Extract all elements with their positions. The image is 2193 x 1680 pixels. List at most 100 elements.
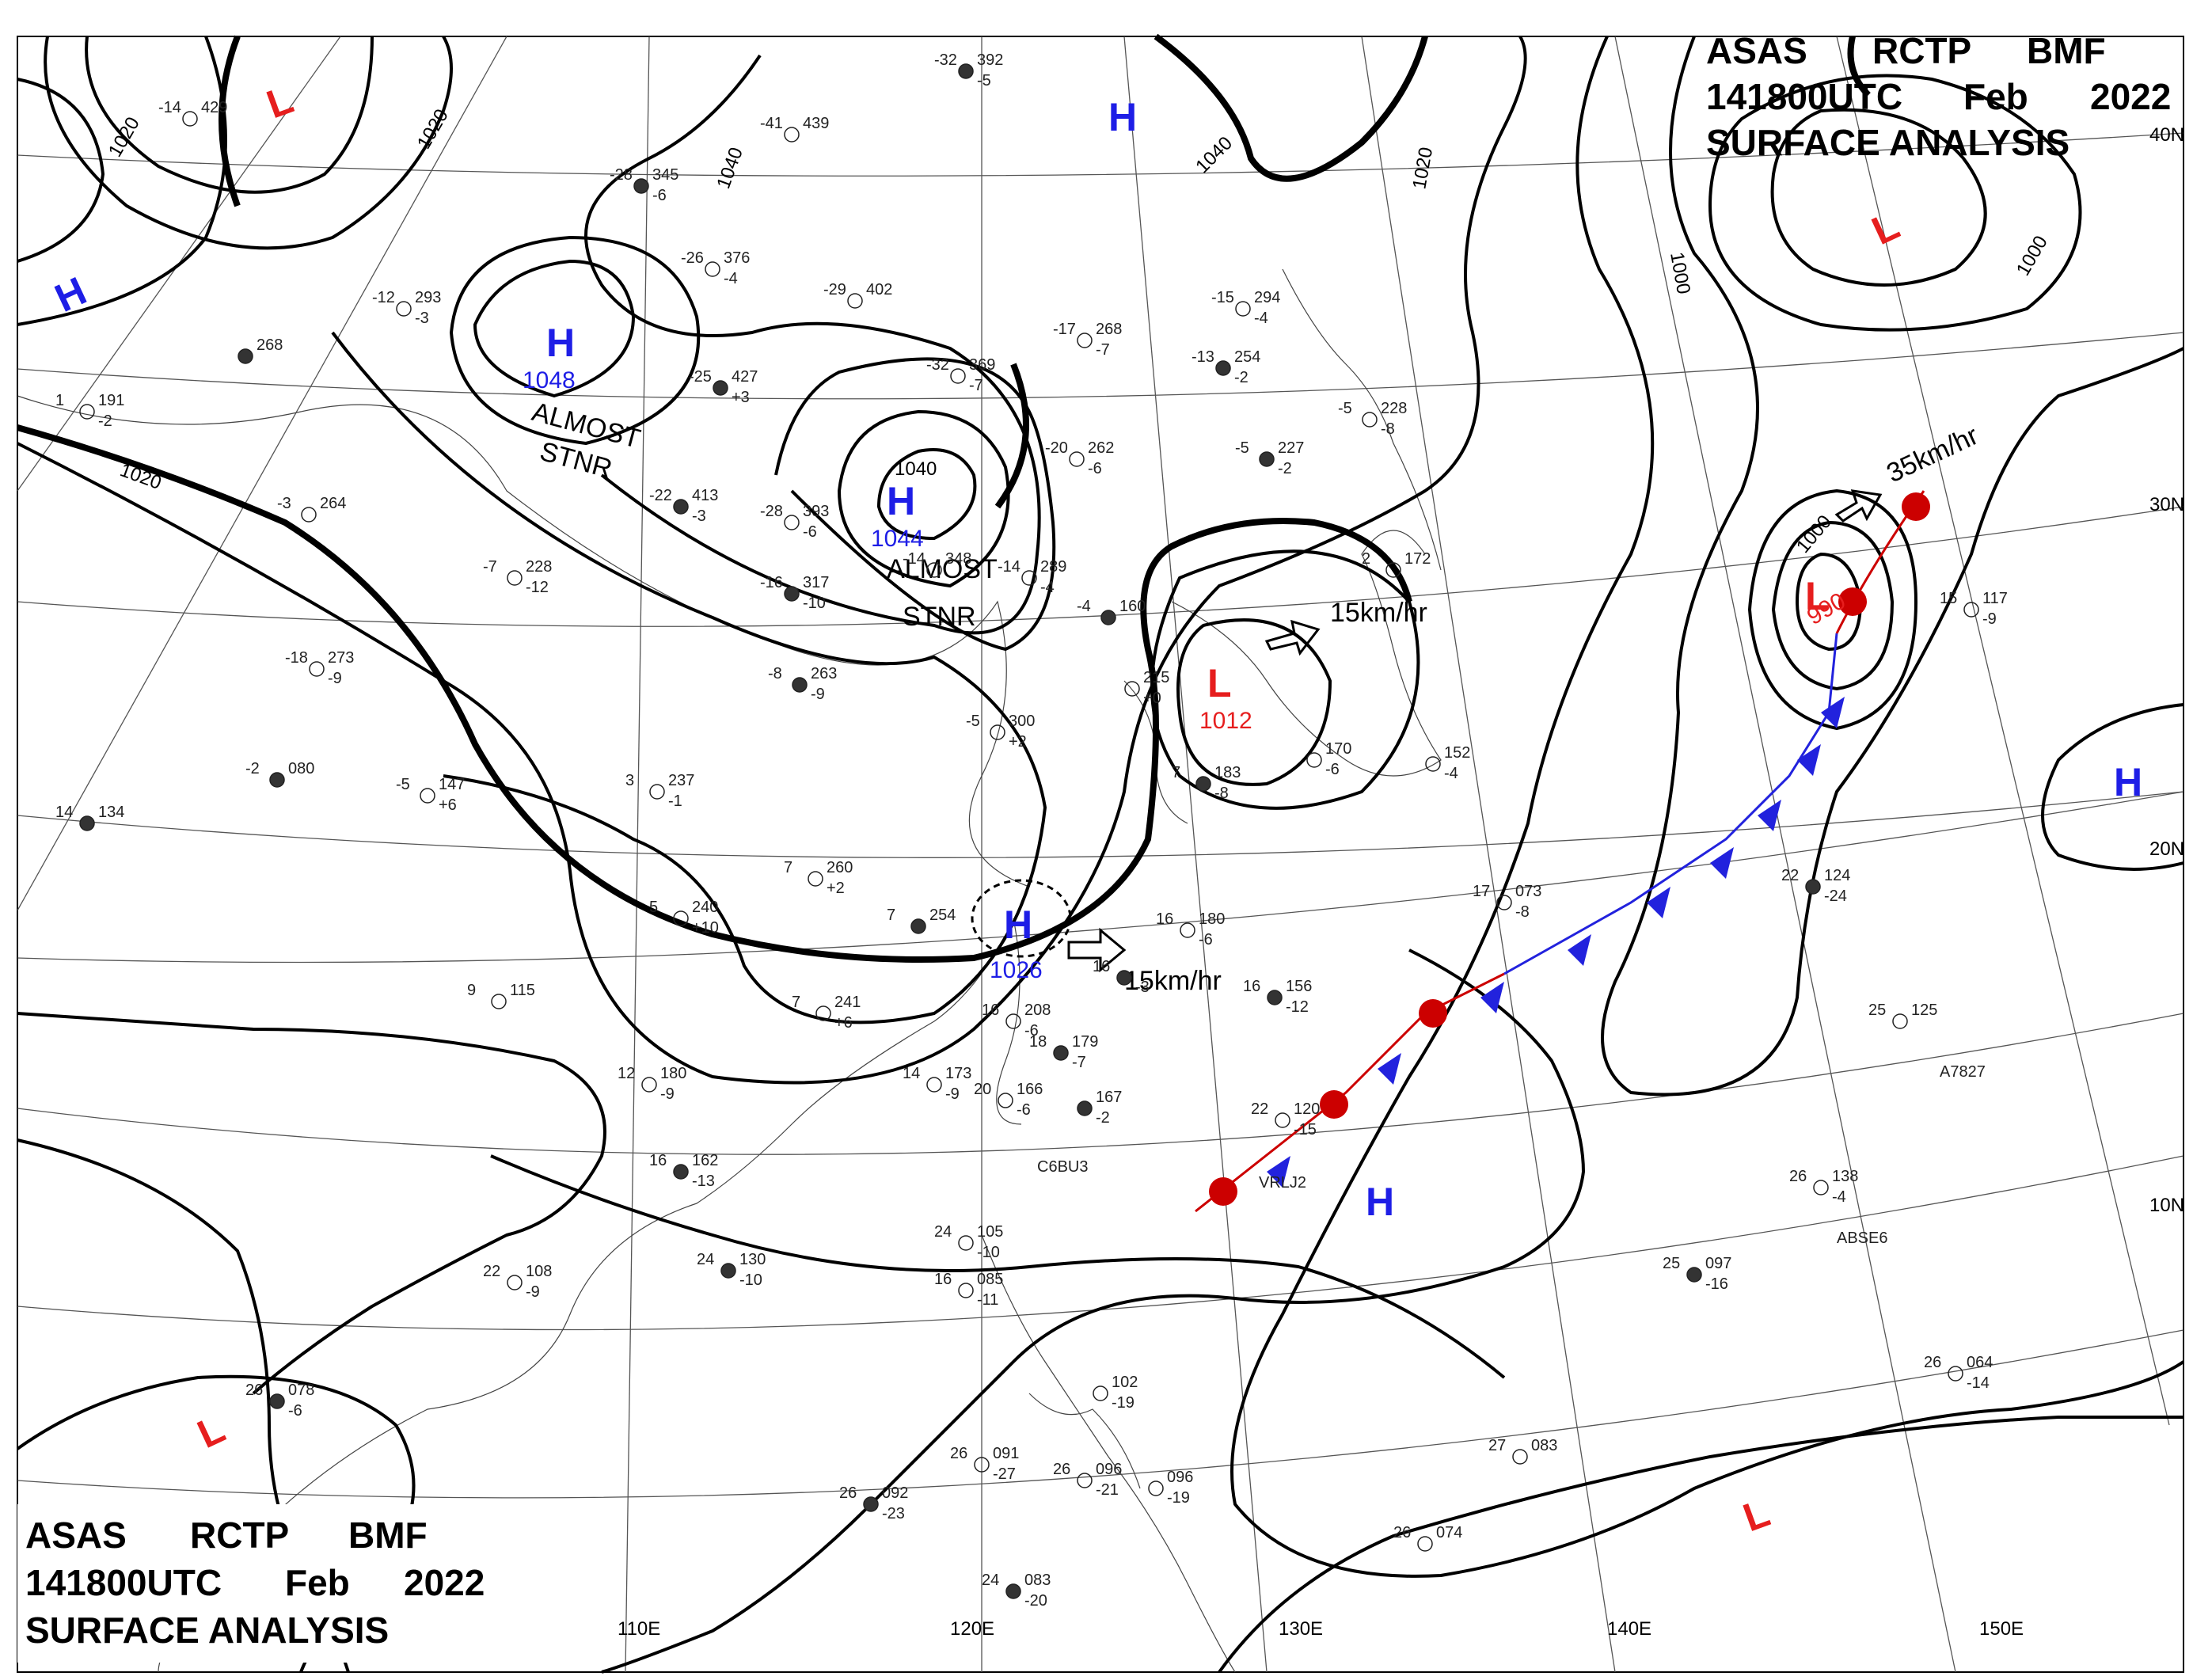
station-circle-icon <box>1686 1267 1702 1283</box>
svg-text:1040: 1040 <box>895 458 937 480</box>
station-tendency: -15 <box>1294 1121 1317 1138</box>
svg-text:BMF: BMF <box>348 1515 428 1556</box>
station-plot: 268 <box>238 336 283 364</box>
svg-text:141800UTC: 141800UTC <box>25 1562 222 1603</box>
svg-text:L: L <box>1805 574 1830 618</box>
station-temperature: 17 <box>1473 883 1490 900</box>
station-circle-icon <box>309 661 325 677</box>
station-pressure: 376 <box>724 249 750 267</box>
svg-text:RCTP: RCTP <box>1872 30 1971 71</box>
station-plot: 18 179 -7 <box>1029 1033 1098 1071</box>
station-pressure: 262 <box>1088 439 1114 457</box>
station-circle-icon <box>1512 1449 1528 1465</box>
station-tendency: -13 <box>692 1173 715 1190</box>
station-pressure: 073 <box>1515 883 1541 900</box>
station-tendency: -9 <box>1982 610 1997 628</box>
station-tendency: -10 <box>739 1271 762 1289</box>
station-pressure: 074 <box>1436 1524 1462 1541</box>
station-pressure: 345 <box>652 166 678 184</box>
station-pressure: 237 <box>668 772 694 789</box>
station-temperature: -32 <box>926 356 949 374</box>
station-circle-icon <box>784 586 800 602</box>
station-temperature: 16 <box>1093 958 1110 975</box>
station-pressure: 260 <box>827 859 853 876</box>
station-tendency: -10 <box>977 1244 1000 1261</box>
station-temperature: -3 <box>277 495 291 512</box>
station-pressure: 263 <box>811 665 837 682</box>
station-temperature: -5 <box>396 776 410 793</box>
svg-text:1012: 1012 <box>1199 708 1252 734</box>
station-circle-icon <box>1496 895 1512 910</box>
station-tendency: -6 <box>652 187 667 204</box>
station-tendency: -4 <box>1832 1188 1846 1206</box>
station-pressure: 413 <box>692 487 718 504</box>
station-circle-icon <box>713 380 728 396</box>
svg-text:1020: 1020 <box>117 459 164 494</box>
station-pressure: 138 <box>1832 1168 1858 1185</box>
station-tendency: -16 <box>1705 1275 1728 1293</box>
station-temperature: -22 <box>649 487 672 504</box>
station-tendency: -6 <box>1199 931 1213 948</box>
station-circle-icon <box>1124 681 1140 697</box>
station-pressure: 120 <box>1294 1100 1320 1118</box>
station-pressure: 240 <box>692 899 718 916</box>
station-pressure: 115 <box>510 982 535 999</box>
station-tendency: -12 <box>1286 998 1309 1016</box>
station-temperature: -16 <box>760 574 783 591</box>
station-tendency: -23 <box>882 1505 905 1522</box>
station-circle-icon <box>182 111 198 127</box>
station-plot: 20 166 -6 <box>974 1081 1043 1119</box>
svg-text:1000: 1000 <box>1792 511 1836 557</box>
station-plot: -20 262 -6 <box>1045 439 1114 477</box>
svg-text:2022: 2022 <box>404 1562 485 1603</box>
motion-arrow-icon <box>1067 927 1127 973</box>
station-temperature: -5 <box>1235 439 1249 457</box>
station-pressure: 228 <box>1381 400 1407 417</box>
station-tendency: -9 <box>526 1283 540 1301</box>
motion-arrow-icon <box>1264 619 1321 656</box>
station-plot: 24 083 -20 <box>982 1572 1051 1610</box>
fronts <box>1195 490 1930 1213</box>
station-temperature: -41 <box>760 115 783 132</box>
station-plot: -28 393 -6 <box>760 503 829 541</box>
station-plot: 26 091 -27 <box>950 1445 1019 1483</box>
station-plot: 2 172 <box>1362 550 1431 578</box>
station-pressure: 208 <box>1024 1002 1051 1019</box>
station-plot: -5 227 -2 <box>1235 439 1304 477</box>
svg-text:ASAS: ASAS <box>1706 30 1807 71</box>
svg-text:40N: 40N <box>2149 124 2184 146</box>
station-plot: -25 427 +3 <box>689 368 758 406</box>
station-circle-icon <box>784 515 800 530</box>
station-circle-icon <box>1069 451 1085 467</box>
station-pressure: 097 <box>1705 1255 1731 1272</box>
station-plot: 26 096 -21 <box>1053 1461 1122 1499</box>
station-pressure: 427 <box>732 368 758 386</box>
station-pressure: 227 <box>1278 439 1304 457</box>
station-temperature: 22 <box>1251 1100 1268 1118</box>
station-tendency: -24 <box>1824 888 1847 905</box>
station-pressure: 105 <box>977 1223 1003 1241</box>
station-circle-icon <box>998 1093 1013 1108</box>
svg-text:ABSE6: ABSE6 <box>1837 1230 1887 1247</box>
station-temperature: -12 <box>372 289 395 306</box>
station-circle-icon <box>1306 752 1322 768</box>
station-circle-icon <box>720 1263 736 1279</box>
station-circle-icon <box>641 1077 657 1093</box>
station-pressure: 173 <box>945 1065 971 1082</box>
station-tendency: -3 <box>415 310 429 327</box>
station-tendency: -7 <box>1072 1054 1086 1071</box>
station-plot: 9 115 <box>467 982 535 1009</box>
station-pressure: 166 <box>1017 1081 1043 1098</box>
svg-text:RCTP: RCTP <box>190 1515 289 1556</box>
station-tendency: +0 <box>1143 690 1161 707</box>
station-plot: 26 138 -4 <box>1789 1168 1858 1206</box>
station-plot: 26 074 <box>1393 1524 1462 1552</box>
station-temperature: 26 <box>1924 1354 1941 1371</box>
station-pressure: 393 <box>803 503 829 520</box>
station-circle-icon <box>491 994 507 1009</box>
station-tendency: -19 <box>1112 1394 1135 1412</box>
cold-front-triangles <box>1267 697 1845 1188</box>
isobars <box>16 35 2185 1674</box>
station-plot: -14 289 -4 <box>998 558 1066 596</box>
station-circle-icon <box>926 562 942 578</box>
